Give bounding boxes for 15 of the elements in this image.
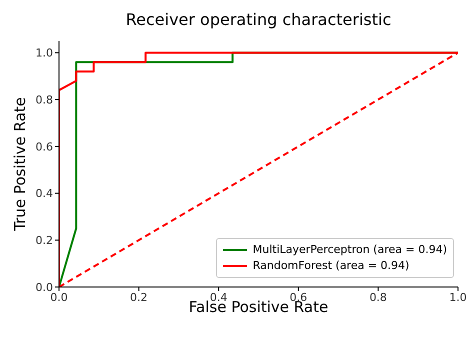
y-tick-label: 0.4	[36, 187, 53, 200]
y-tick-label: 0.6	[36, 140, 53, 154]
y-axis-title: True Positive Rate	[11, 97, 29, 231]
x-tick-label: 0.4	[210, 290, 228, 304]
x-tick-label: 1.0	[449, 290, 467, 304]
y-tick-label: 0.8	[36, 93, 53, 106]
chart-title: Receiver operating characteristic	[124, 10, 392, 29]
y-tick-label: 0.0	[36, 280, 53, 294]
legend-label: RandomForest (area = 0.94)	[252, 258, 410, 274]
y-tick-label: 0.2	[36, 234, 53, 248]
x-tick-label: 0.0	[50, 290, 68, 304]
legend-label: MultiLayerPerceptron (area = 0.94)	[252, 242, 447, 258]
x-tick-label: 0.8	[369, 290, 387, 304]
y-tick-label: 1.0	[36, 46, 53, 60]
x-tick-label: 0.2	[130, 290, 148, 304]
